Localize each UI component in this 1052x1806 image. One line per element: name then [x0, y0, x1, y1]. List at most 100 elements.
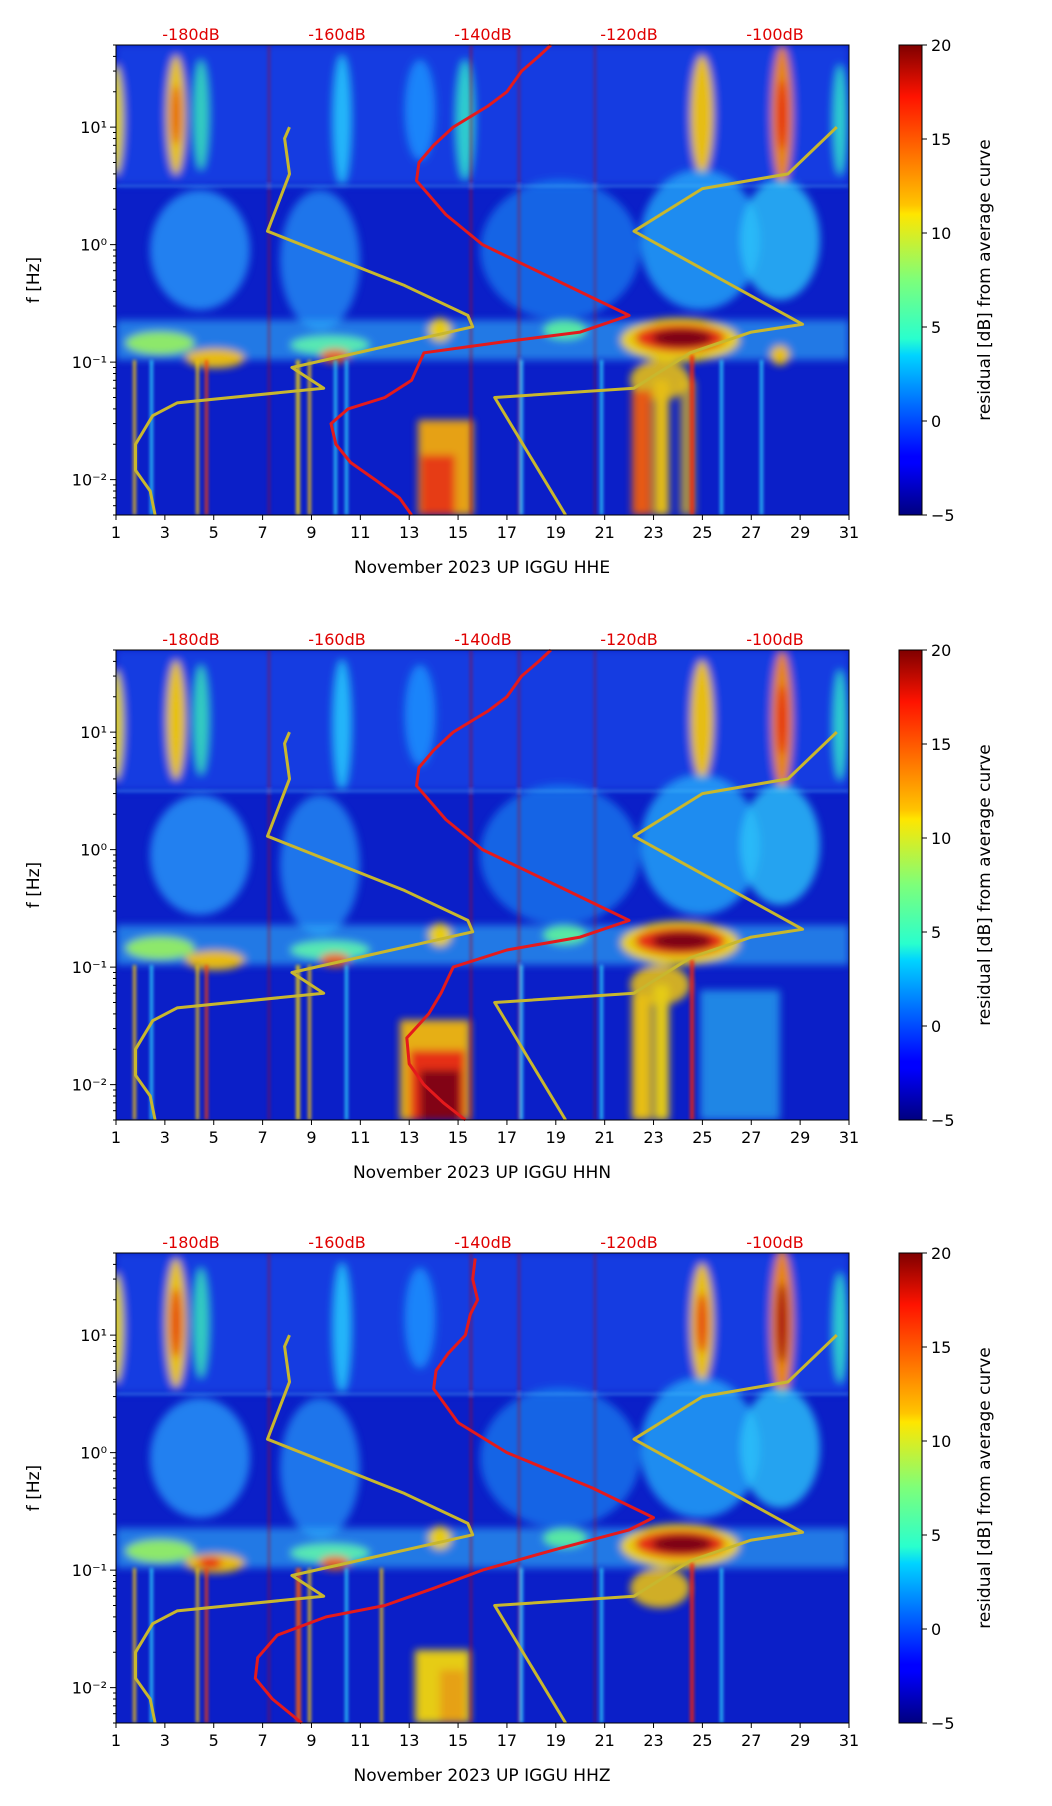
- colorbar-tick-label: 15: [931, 735, 951, 754]
- top-axis-hhz: -180dB -160dB -140dB -120dB -100dB: [162, 1233, 803, 1252]
- y-tick-label: 10⁻²: [72, 471, 107, 490]
- colorbar-tick-label: 15: [931, 1338, 951, 1357]
- x-tick-label: 25: [692, 523, 712, 542]
- x-tick-label: 9: [306, 1128, 316, 1147]
- y-tick-label: 10⁰: [80, 236, 107, 255]
- x-tick-label: 15: [448, 523, 468, 542]
- x-tick-label: 5: [209, 1731, 219, 1750]
- colorbar-tick-label: 20: [931, 1244, 951, 1263]
- x-tick-label: 7: [258, 1128, 268, 1147]
- x-tick-label: 3: [160, 1128, 170, 1147]
- x-tick-label: 31: [839, 523, 859, 542]
- top-axis-hhe: -180dB -160dB -140dB -120dB -100dB: [162, 25, 803, 44]
- series-line-2: [493, 731, 838, 1121]
- x-tick-label: 1: [111, 1128, 121, 1147]
- spectrogram-hhz: [116, 1253, 849, 1723]
- x-axis-label-hhn: November 2023 UP IGGU HHN: [353, 1163, 611, 1183]
- y-tick-label: 10¹: [80, 723, 107, 742]
- x-tick-label: 3: [160, 523, 170, 542]
- x-tick-label: 19: [546, 1128, 566, 1147]
- colorbar-tick-label: 0: [931, 1017, 941, 1036]
- top-db-label: -140dB: [454, 25, 511, 44]
- colorbar-tick-label: 0: [931, 412, 941, 431]
- top-db-label: -100dB: [746, 630, 803, 649]
- colorbar-tick-label: −5: [931, 506, 955, 525]
- y-tick-label: 10⁻²: [72, 1076, 107, 1095]
- series-line-0: [405, 648, 631, 1122]
- curves-hhn: [134, 648, 838, 1122]
- series-line-1: [134, 1334, 475, 1724]
- top-db-label: -160dB: [308, 630, 365, 649]
- x-tick-label: 21: [594, 1731, 614, 1750]
- x-tick-label: 19: [546, 523, 566, 542]
- x-tick-label: 11: [350, 1731, 370, 1750]
- y-tick-label: 10¹: [80, 118, 107, 137]
- x-tick-label: 9: [306, 1731, 316, 1750]
- x-axis-label-hhe: November 2023 UP IGGU HHE: [354, 558, 610, 578]
- x-tick-label: 5: [209, 523, 219, 542]
- panel-hhn: 1 3 5 7 9 11 13 15 17 19 21 23 25 27 29 31 10¹10⁰10⁻¹10…: [24, 630, 995, 1183]
- top-axis-hhn: -180dB -160dB -140dB -120dB -100dB: [162, 630, 803, 649]
- colorbar-tick-label: 10: [931, 1432, 951, 1451]
- x-tick-label: 25: [692, 1128, 712, 1147]
- x-tick-label: 31: [839, 1128, 859, 1147]
- curves-hhz: [134, 1258, 838, 1725]
- y-tick-label: 10⁻¹: [72, 1561, 107, 1580]
- y-axis-label-hhe: f [Hz]: [24, 257, 44, 303]
- x-axis-hhn: 1 3 5 7 9 11 13 15 17 19 21 23 25 27 29 31: [111, 1120, 859, 1147]
- x-tick-label: 19: [546, 1731, 566, 1750]
- top-db-label: -180dB: [162, 1233, 219, 1252]
- x-tick-label: 11: [350, 1128, 370, 1147]
- x-tick-label: 9: [306, 523, 316, 542]
- x-tick-label: 11: [350, 523, 370, 542]
- top-db-label: -120dB: [600, 1233, 657, 1252]
- top-db-label: -180dB: [162, 630, 219, 649]
- series-line-1: [134, 126, 475, 516]
- colorbar-tick-label: 5: [931, 318, 941, 337]
- y-axis-hhz: 10¹ 10⁰ 10⁻¹ 10⁻²: [72, 1252, 116, 1724]
- colorbar-tick-label: 5: [931, 923, 941, 942]
- colorbar-label-hhe: residual [dB] from average curve: [975, 139, 995, 420]
- top-db-label: -120dB: [600, 25, 657, 44]
- colorbar-hhn: 20 15 10 5 0 −5 residual [dB] from average cu…: [898, 641, 995, 1130]
- series-line-2: [493, 1334, 838, 1724]
- x-tick-label: 23: [643, 1731, 663, 1750]
- top-db-label: -160dB: [308, 1233, 365, 1252]
- colorbar-tick-label: 5: [931, 1526, 941, 1545]
- x-tick-label: 7: [258, 523, 268, 542]
- series-line-0: [329, 43, 631, 516]
- top-db-label: -120dB: [600, 630, 657, 649]
- x-tick-label: 7: [258, 1731, 268, 1750]
- x-tick-label: 27: [741, 523, 761, 542]
- x-tick-label: 23: [643, 1128, 663, 1147]
- x-tick-label: 17: [497, 1128, 517, 1147]
- panel-hhe: 1 3 5 7 9 11 13 15 17 19 21 23 25 27 29 31 10¹10⁰10⁻¹10…: [24, 25, 995, 578]
- y-tick-label: 10⁻¹: [72, 353, 107, 372]
- colorbar-label-hhz: residual [dB] from average curve: [975, 1347, 995, 1628]
- x-tick-label: 31: [839, 1731, 859, 1750]
- top-db-label: -180dB: [162, 25, 219, 44]
- colorbar-label-hhn: residual [dB] from average curve: [975, 744, 995, 1025]
- x-tick-label: 3: [160, 1731, 170, 1750]
- top-db-label: -140dB: [454, 630, 511, 649]
- x-tick-label: 25: [692, 1731, 712, 1750]
- y-tick-label: 10⁰: [80, 1444, 107, 1463]
- x-tick-label: 1: [111, 1731, 121, 1750]
- x-tick-label: 21: [594, 523, 614, 542]
- colorbar-tick-label: −5: [931, 1714, 955, 1733]
- x-tick-label: 13: [399, 1731, 419, 1750]
- x-axis-label-hhz: November 2023 UP IGGU HHZ: [353, 1766, 610, 1786]
- top-db-label: -100dB: [746, 25, 803, 44]
- colorbar-tick-label: 20: [931, 641, 951, 660]
- x-tick-label: 13: [399, 1128, 419, 1147]
- y-axis-hhe: 10¹ 10⁰ 10⁻¹ 10⁻²: [72, 44, 116, 516]
- x-tick-label: 5: [209, 1128, 219, 1147]
- curves-hhe: [134, 43, 838, 516]
- colorbar-tick-label: 20: [931, 36, 951, 55]
- spectrogram-hhn: [116, 650, 849, 1120]
- y-axis-label-hhn: f [Hz]: [24, 862, 44, 908]
- x-tick-label: 23: [643, 523, 663, 542]
- x-tick-label: 17: [497, 523, 517, 542]
- top-db-label: -100dB: [746, 1233, 803, 1252]
